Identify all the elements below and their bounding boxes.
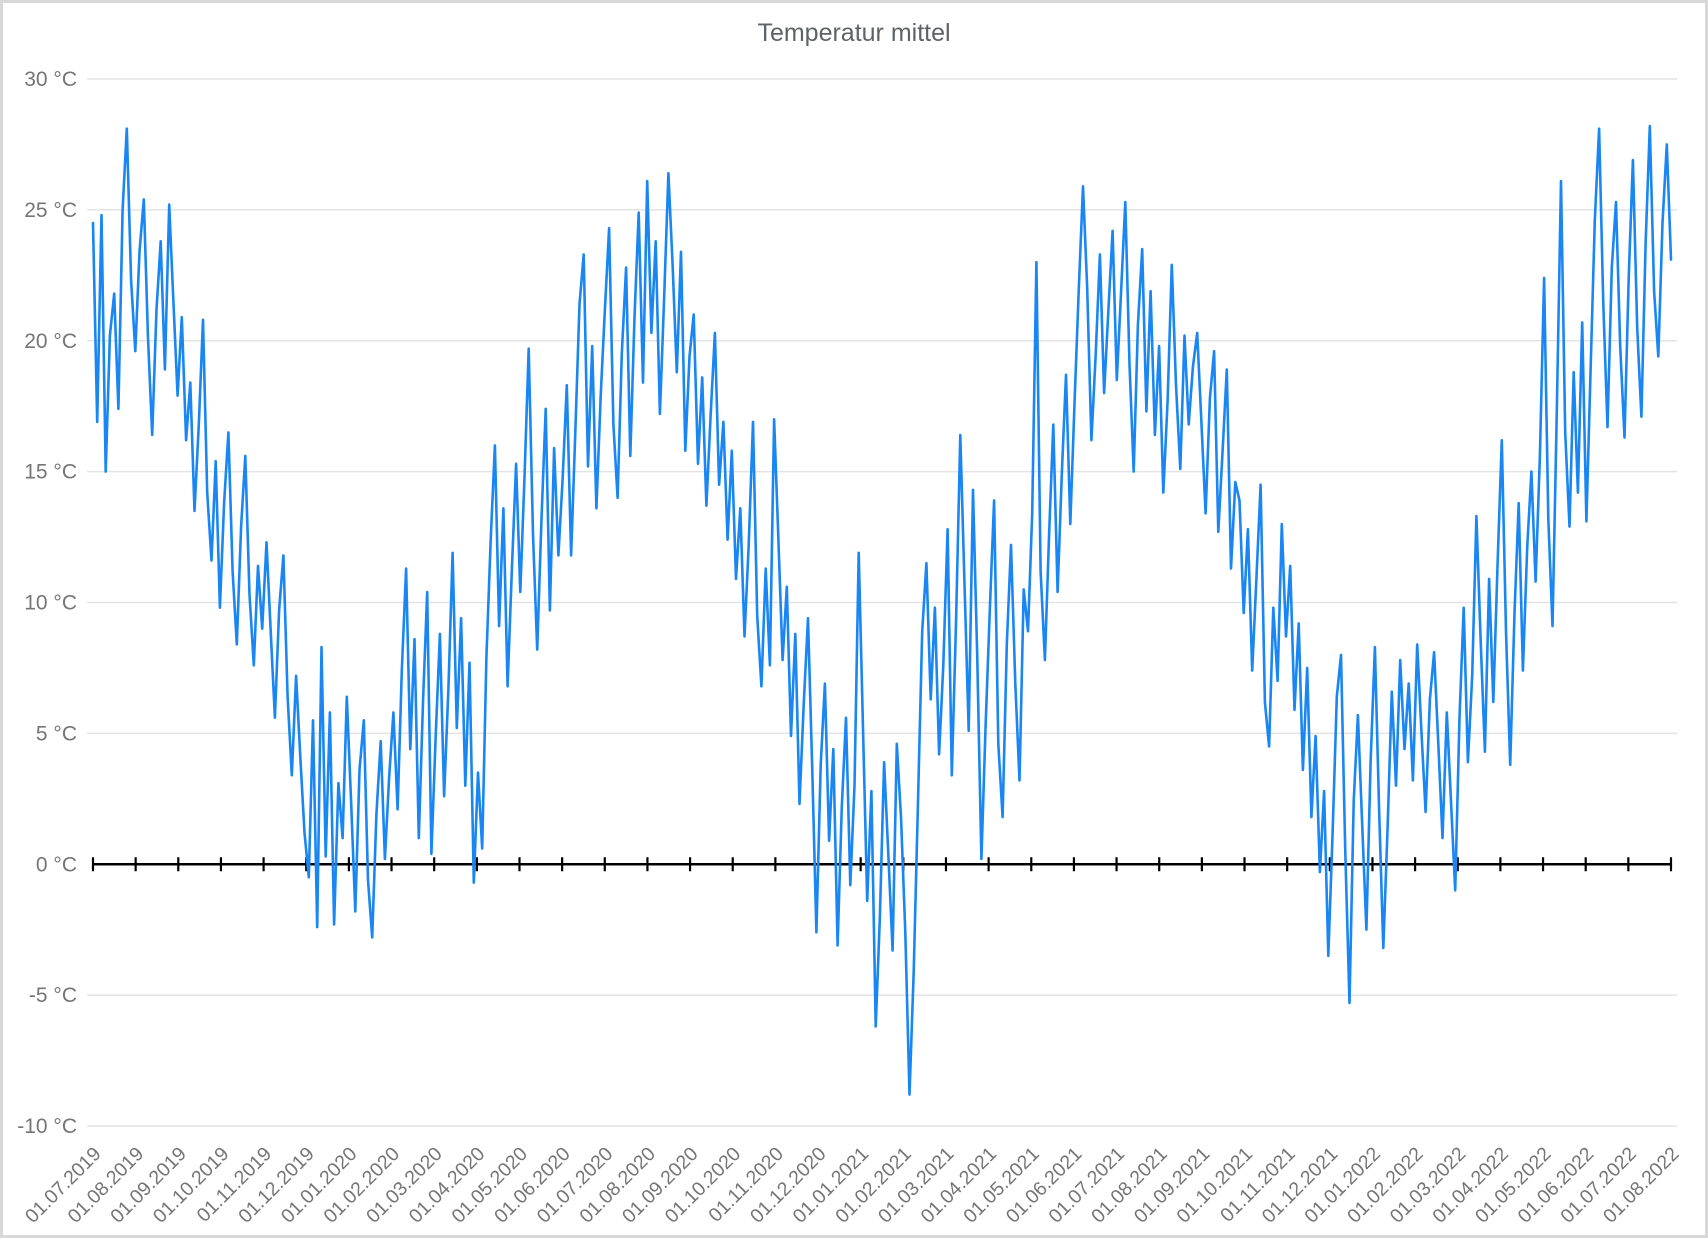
y-axis-label: 5 °C [36, 722, 77, 745]
y-axis-label: 25 °C [24, 199, 77, 222]
y-axis-label: 20 °C [24, 330, 77, 353]
y-axis-label: 10 °C [24, 592, 77, 615]
y-axis-label: -5 °C [29, 984, 77, 1007]
y-axis-label: 15 °C [24, 461, 77, 484]
chart-title: Temperatur mittel [757, 19, 951, 47]
y-axis-label: 0 °C [36, 853, 77, 876]
y-axis-label: 30 °C [24, 68, 77, 91]
y-axis-label: -10 °C [17, 1115, 77, 1138]
temperature-chart-plot: 30 °C 25 °C 20 °C 15 °C 10 °C 5 °C 0 °C -5 °C -1… [17, 68, 1683, 1228]
temperature-line [91, 124, 1673, 1096]
